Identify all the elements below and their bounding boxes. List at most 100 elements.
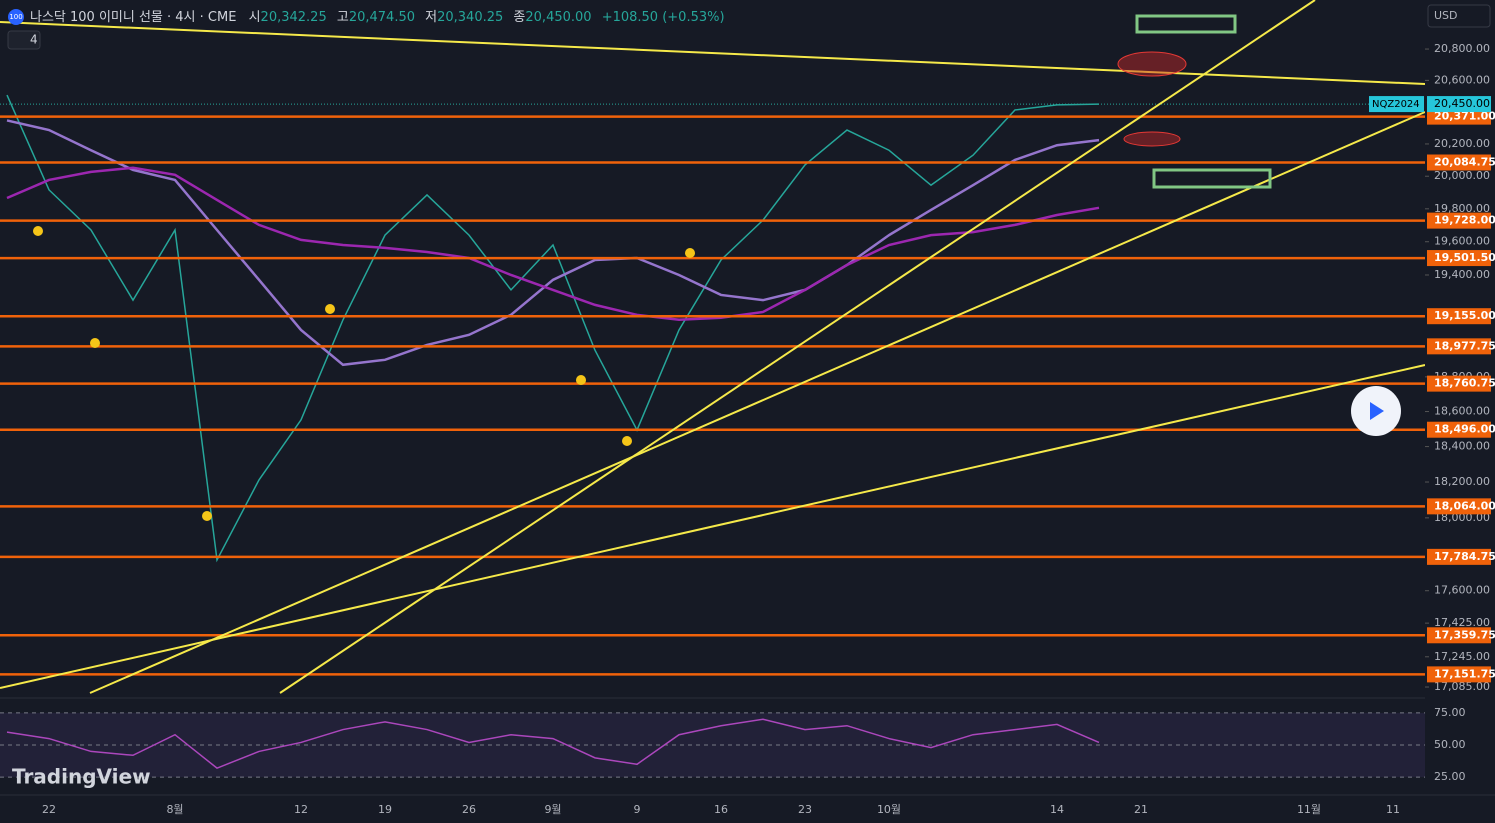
y-tick-label: 17,425.00 [1434,616,1490,629]
close-label: 종 [513,10,525,25]
signal-icon [685,248,695,258]
y-tick-label: 18,600.00 [1434,405,1490,418]
level-label: 18,496.00 [1434,423,1495,436]
signal-icon [325,304,335,314]
y-tick-label: 20,800.00 [1434,42,1490,55]
y-tick-label: 17,245.00 [1434,650,1490,663]
level-label: 20,084.75 [1434,156,1495,169]
drawings [0,0,1426,694]
low: 20,340.25 [437,10,503,25]
x-tick-label: 21 [1134,803,1148,816]
level-label: 17,151.75 [1434,667,1495,680]
indicator-count: 4 [30,33,38,47]
signal-icon [622,436,632,446]
x-tick-label: 26 [462,803,476,816]
signal-icon [90,338,100,348]
trend-line [0,364,1426,689]
level-label: 18,760.75 [1434,377,1495,390]
header: 나스닥 100 이미니 선물 · 4시 · CME 시20,342.25 고20… [30,10,725,25]
level-tag [1427,212,1491,229]
y-tick-label: 19,800.00 [1434,202,1490,215]
price-axis [1425,0,1495,795]
play-icon [1370,402,1384,420]
x-tick-label: 19 [378,803,392,816]
level-tag [1427,308,1491,325]
last-price-label: 20,450.00 [1434,97,1490,110]
trend-line [0,21,1426,85]
y-tick-label: 19,400.00 [1434,268,1490,281]
x-tick-label: 16 [714,803,728,816]
x-tick-label: 9월 [544,803,561,816]
level-label: 19,501.50 [1434,251,1495,264]
series-line [6,718,1100,770]
signal-icon [202,511,212,521]
high-label: 고 [337,10,349,25]
last-price-tag [1427,96,1491,113]
level-label: 18,977.75 [1434,339,1495,352]
ellipse-marker [1123,131,1181,147]
x-tick-label: 11월 [1297,803,1321,816]
signal-icon [576,375,586,385]
level-label: 19,155.00 [1434,309,1495,322]
level-tag [1427,154,1491,171]
y-tick-label: 75.00 [1434,706,1466,719]
level-tag [1427,108,1491,125]
high: 20,474.50 [349,10,415,25]
x-tick-label: 14 [1050,803,1064,816]
trend-line [89,111,1426,694]
x-tick-label: 8월 [166,803,183,816]
level-tag [1427,498,1491,515]
y-tick-label: 20,000.00 [1434,169,1490,182]
level-tag [1427,548,1491,565]
plot [0,94,1425,778]
box-marker [1152,168,1272,189]
y-tick-label: 50.00 [1434,738,1466,751]
title: 나스닥 100 이미니 선물 · 4시 · CME [30,10,236,25]
x-tick-label: 23 [798,803,812,816]
axes: 20,800.00 20,600.00 20,200.00 20,000.00 19,8… [42,42,1495,816]
open: 20,342.25 [261,10,327,25]
x-tick-label: 22 [42,803,56,816]
logo [8,9,24,25]
symbol-tag [1369,96,1424,113]
level-tag [1427,250,1491,267]
logo-text: 100 [9,13,22,21]
low-label: 저 [425,10,437,25]
series-line [6,94,1100,563]
y-tick-label: 19,600.00 [1434,235,1490,248]
level-label: 20,371.00 [1434,110,1495,123]
series-line [6,166,1100,322]
level-label: 17,784.75 [1434,550,1495,563]
level-tag [1427,338,1491,355]
level-tag [1427,421,1491,438]
y-tick-label: 25.00 [1434,770,1466,783]
signal-icon [33,226,43,236]
series-line [6,119,1100,367]
level-tag [1427,627,1491,644]
ellipse-marker [1117,51,1187,77]
x-tick-label: 10월 [877,803,901,816]
x-tick-label: 11 [1386,803,1400,816]
level-label: 17,359.75 [1434,628,1495,641]
level-label: 18,064.00 [1434,499,1495,512]
brand: TradingView [12,765,151,789]
y-tick-label: 18,200.00 [1434,475,1490,488]
trend-line [279,0,1316,694]
change: +108.50 (+0.53%) [602,10,725,25]
level-label: 19,728.00 [1434,214,1495,227]
level-tag [1427,666,1491,683]
indicator-toggle[interactable] [7,30,41,50]
symbol-label: NQZ2024 [1372,99,1420,110]
x-tick-label: 9 [634,803,641,816]
close: 20,450.00 [525,10,591,25]
open-label: 시 [249,10,261,25]
box-marker [1135,14,1237,34]
y-tick-label: 20,600.00 [1434,73,1490,86]
currency-box[interactable] [1427,4,1491,28]
x-tick-label: 12 [294,803,308,816]
y-tick-label: 17,085.00 [1434,680,1490,693]
y-tick-label: 18,400.00 [1434,440,1490,453]
y-tick-label: 17,600.00 [1434,584,1490,597]
